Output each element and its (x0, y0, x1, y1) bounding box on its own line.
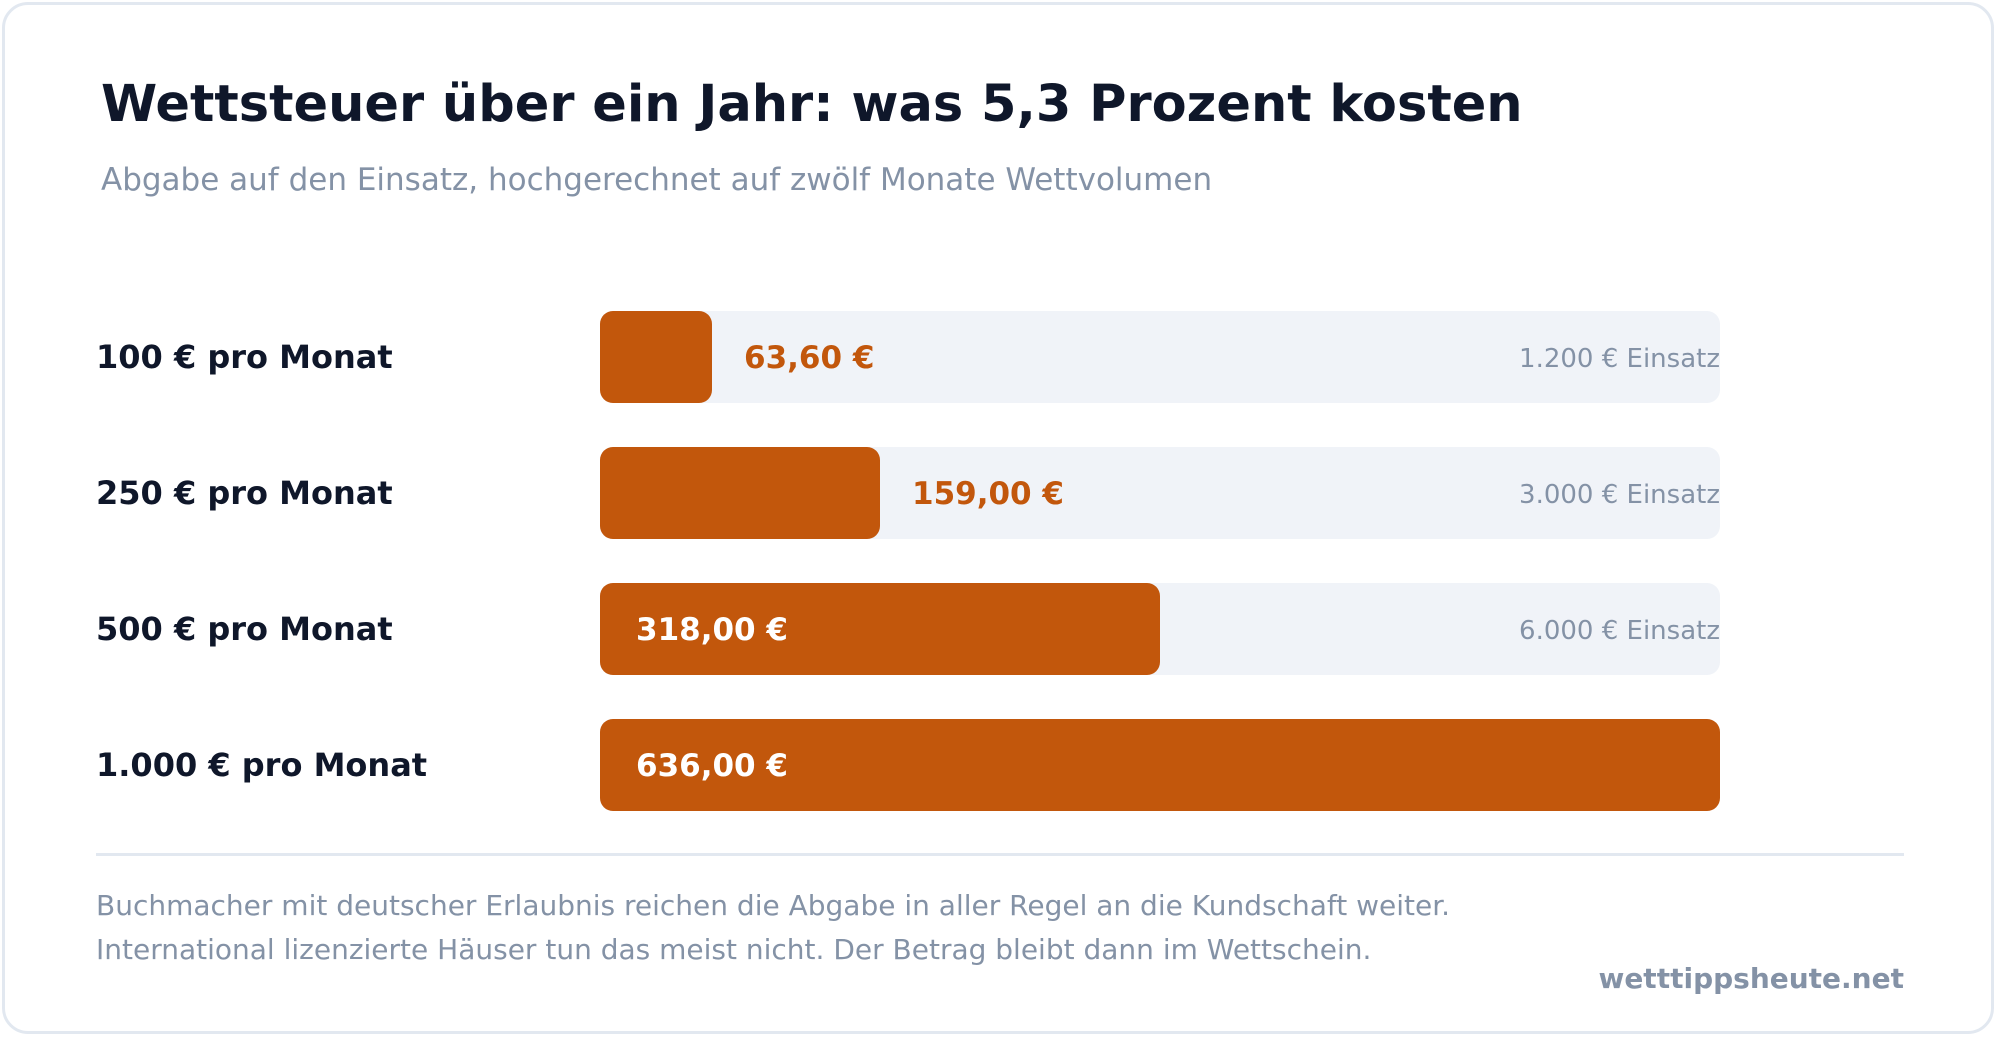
chart-title: Wettsteuer über ein Jahr: was 5,3 Prozen… (101, 75, 1523, 134)
bar-chart: 100 € pro Monat 63,60 € 1.200 € Einsatz 250… (96, 311, 1720, 811)
bar (600, 583, 1160, 675)
stake-note: 6.000 € Einsatz (1519, 616, 1720, 646)
bar (600, 447, 880, 539)
category-label: 1.000 € pro Monat (96, 746, 427, 784)
chart-subtitle: Abgabe auf den Einsatz, hochgerechnet au… (101, 162, 1213, 198)
stake-note: 3.000 € Einsatz (1519, 480, 1720, 510)
divider (96, 853, 1904, 856)
brand-label: wetttippsheute.net (1598, 962, 1904, 995)
category-label: 250 € pro Monat (96, 474, 393, 512)
value-label: 159,00 € (912, 476, 1064, 512)
bar (600, 311, 712, 403)
stake-note: 1.200 € Einsatz (1519, 344, 1720, 374)
category-label: 500 € pro Monat (96, 610, 393, 648)
category-label: 100 € pro Monat (96, 338, 393, 376)
footnote-line: International lizenzierte Häuser tun das… (96, 933, 1372, 966)
bar-track (600, 311, 1720, 403)
value-label: 318,00 € (636, 612, 788, 648)
value-label: 636,00 € (636, 748, 788, 784)
value-label: 63,60 € (744, 340, 874, 376)
footnote-line: Buchmacher mit deutscher Erlaubnis reich… (96, 889, 1451, 922)
bar (600, 719, 1720, 811)
